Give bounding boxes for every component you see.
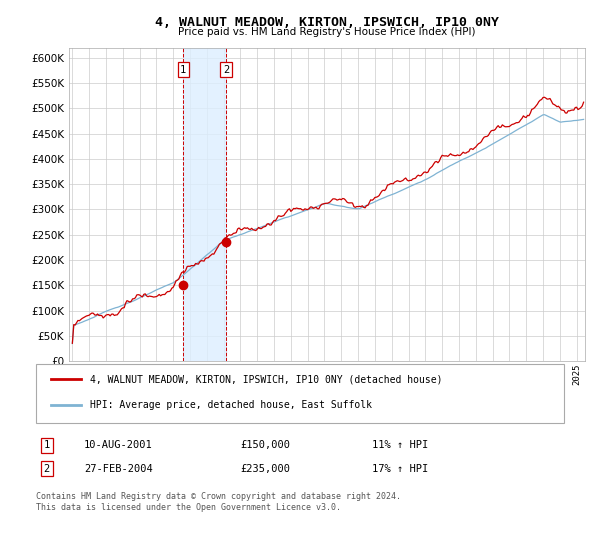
Text: 2: 2: [223, 64, 229, 74]
Text: 2: 2: [44, 464, 50, 474]
Text: HPI: Average price, detached house, East Suffolk: HPI: Average price, detached house, East…: [90, 400, 372, 409]
Text: Contains HM Land Registry data © Crown copyright and database right 2024.
This d: Contains HM Land Registry data © Crown c…: [36, 492, 401, 512]
Text: £235,000: £235,000: [240, 464, 290, 474]
Text: 1: 1: [180, 64, 187, 74]
Text: 4, WALNUT MEADOW, KIRTON, IPSWICH, IP10 0NY (detached house): 4, WALNUT MEADOW, KIRTON, IPSWICH, IP10 …: [90, 375, 443, 384]
Text: 10-AUG-2001: 10-AUG-2001: [84, 440, 153, 450]
Text: 11% ↑ HPI: 11% ↑ HPI: [372, 440, 428, 450]
Text: Price paid vs. HM Land Registry's House Price Index (HPI): Price paid vs. HM Land Registry's House …: [178, 27, 476, 37]
Text: 27-FEB-2004: 27-FEB-2004: [84, 464, 153, 474]
Text: 4, WALNUT MEADOW, KIRTON, IPSWICH, IP10 0NY: 4, WALNUT MEADOW, KIRTON, IPSWICH, IP10 …: [155, 16, 499, 29]
Text: 1: 1: [44, 440, 50, 450]
Text: 17% ↑ HPI: 17% ↑ HPI: [372, 464, 428, 474]
Bar: [183, 48, 226, 361]
Text: £150,000: £150,000: [240, 440, 290, 450]
